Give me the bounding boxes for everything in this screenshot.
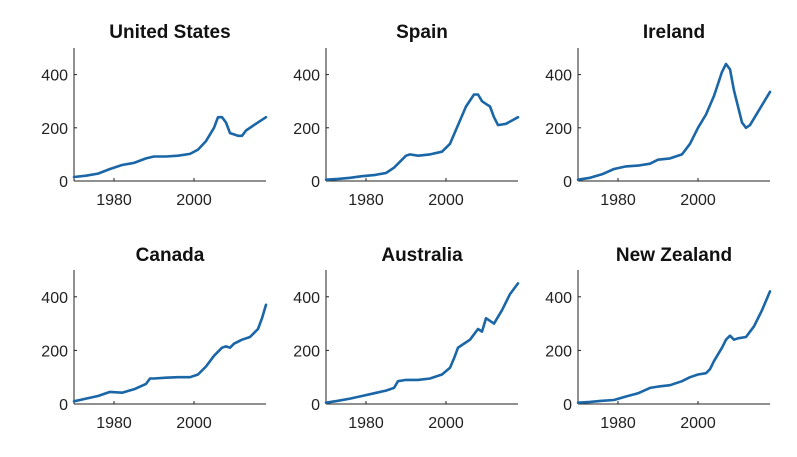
y-tick-label: 200	[545, 343, 572, 360]
panel-title: Ireland	[643, 22, 705, 43]
panel-0: United States 0 200 400 1980 2000	[41, 22, 268, 209]
panel-1: Spain 0 200 400 1980 2000	[293, 22, 520, 209]
panel-title: Canada	[136, 245, 205, 266]
series-line	[324, 282, 520, 404]
y-tick-label: 400	[41, 290, 68, 307]
x-tick-label: 1980	[96, 415, 132, 432]
y-tick-label: 200	[41, 343, 68, 360]
x-tick-label: 1980	[600, 415, 636, 432]
y-tick-label: 0	[311, 174, 320, 191]
panel-title: Spain	[396, 22, 448, 43]
x-tick-label: 2000	[428, 192, 464, 209]
series-line	[72, 303, 268, 403]
y-tick-label: 0	[59, 174, 68, 191]
y-tick-label: 200	[293, 121, 320, 138]
y-tick-label: 400	[293, 290, 320, 307]
y-tick-label: 200	[293, 343, 320, 360]
panel-title: New Zealand	[616, 245, 732, 266]
y-tick-label: 200	[41, 121, 68, 138]
y-tick-label: 400	[41, 68, 68, 85]
panel-title: United States	[109, 22, 230, 43]
x-tick-label: 2000	[680, 415, 716, 432]
y-tick-label: 0	[59, 397, 68, 414]
panel-title: Australia	[381, 245, 463, 266]
x-tick-label: 2000	[176, 415, 212, 432]
series-line	[72, 115, 268, 179]
x-tick-label: 1980	[600, 192, 636, 209]
series-line	[576, 290, 772, 404]
series-line	[576, 62, 772, 181]
y-tick-label: 0	[563, 174, 572, 191]
panel-2: Ireland 0 200 400 1980 2000	[545, 22, 772, 209]
x-tick-label: 2000	[428, 415, 464, 432]
y-tick-label: 400	[545, 68, 572, 85]
x-tick-label: 1980	[96, 192, 132, 209]
x-tick-label: 2000	[680, 192, 716, 209]
y-tick-label: 0	[563, 397, 572, 414]
x-tick-label: 1980	[348, 415, 384, 432]
y-tick-label: 400	[293, 68, 320, 85]
y-tick-label: 400	[545, 290, 572, 307]
panel-3: Canada 0 200 400 1980 2000	[41, 245, 268, 432]
y-tick-label: 200	[545, 121, 572, 138]
y-tick-label: 0	[311, 397, 320, 414]
x-tick-label: 2000	[176, 192, 212, 209]
series-line	[324, 93, 520, 181]
panel-4: Australia 0 200 400 1980 2000	[293, 245, 520, 432]
panel-5: New Zealand 0 200 400 1980 2000	[545, 245, 772, 432]
x-tick-label: 1980	[348, 192, 384, 209]
